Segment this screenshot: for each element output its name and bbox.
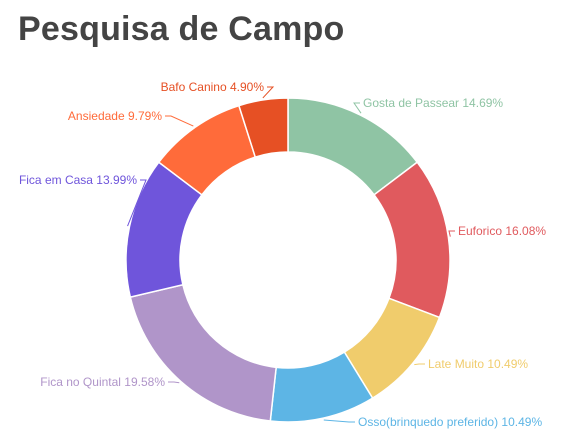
leader-line — [165, 115, 194, 127]
leader-line — [448, 230, 455, 237]
slice-fica-no-quintal — [129, 283, 278, 422]
leader-line — [168, 381, 180, 384]
leader-line — [323, 419, 355, 423]
slice-label: Bafo Canino 4.90% — [161, 80, 265, 94]
slice-label: Osso(brinquedo preferido) 10.49% — [358, 415, 542, 429]
slice-label: Ansiedade 9.79% — [68, 109, 162, 123]
page-title: Pesquisa de Campo — [18, 10, 345, 48]
slice-label: Fica no Quintal 19.58% — [40, 375, 165, 389]
slices-group — [125, 97, 451, 423]
leader-line — [262, 86, 275, 99]
leader-line — [127, 179, 147, 227]
slice-label: Late Muito 10.49% — [428, 357, 528, 371]
leader-lines-group — [127, 86, 455, 423]
slice-euforico — [373, 161, 451, 319]
leader-line — [353, 102, 362, 114]
labels-group: Gosta de Passear 14.69% Euforico 16.08% La… — [19, 80, 546, 429]
leader-line — [414, 363, 425, 366]
slice-bafo-canino — [237, 97, 289, 159]
slice-label: Gosta de Passear 14.69% — [363, 96, 503, 110]
slice-label: Euforico 16.08% — [458, 224, 546, 238]
slice-label: Fica em Casa 13.99% — [19, 173, 137, 187]
